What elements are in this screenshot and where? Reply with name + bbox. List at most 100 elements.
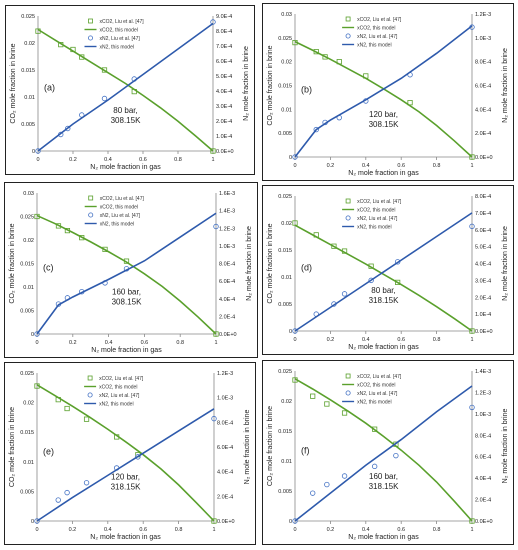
data-point-circle [34,518,40,524]
right-tick-label: 1.0E-4 [216,134,232,140]
legend-label: xN2, this model [357,400,391,406]
legend-marker-square [345,373,351,379]
right-axis-title: N₂ mole fraction in brine [243,46,250,121]
x-tick-label: 1 [212,527,215,533]
condition-annotation: 308.15K [369,120,399,129]
chart-svg-b: 0 0.2 0.4 0.6 0.8 1 0 0.005 0.01 0.015 0.02 0.025 0.… [267,12,509,177]
x-tick-label: 0.6 [141,340,149,346]
panel-label: (b) [301,85,312,95]
right-tick-label: 0.0E+0 [219,332,237,338]
legend-label: xCO2, this model [100,205,138,211]
left-tick-label: 0.025 [278,194,292,200]
condition-annotation: 120 bar, [111,473,140,482]
right-tick-label: 4.0E-4 [475,262,491,268]
right-tick-label: 0.0E+0 [216,149,234,155]
left-tick-label: 0.02 [281,399,292,405]
right-axis-title: N₂ mole fraction in brine [246,226,253,301]
right-tick-label: 1.0E-3 [475,412,491,418]
right-tick-label: 4.0E-4 [475,476,491,482]
legend-label: xN2, this model [99,402,133,408]
legend-label: xCO2, this model [99,385,137,391]
right-tick-label: 1.2E-3 [475,12,491,18]
data-point-square [469,518,475,524]
legend-label: xCO2, Liu et al. [47] [357,199,402,205]
x-tick-label: 0.2 [69,527,77,533]
right-tick-label: 7.0E-4 [475,211,491,217]
right-axis-title: N₂ mole fraction in brine [244,410,251,485]
right-tick-label: 8.0E-4 [216,29,232,35]
x-tick-label: 0 [35,527,38,533]
legend-label: xCO2, this model [357,26,395,32]
x-tick-label: 0 [293,527,296,533]
left-tick-label: 0.02 [281,60,292,66]
right-tick-label: 6.0E-4 [219,279,235,285]
right-tick-label: 0.0E+0 [475,329,493,335]
left-tick-label: 0.01 [281,275,292,281]
data-point-square [372,426,378,432]
right-tick-label: 4.0E-4 [216,89,232,95]
left-tick-label: 0.005 [20,309,34,315]
x-tick-label: 0.4 [362,527,370,533]
legend-label: xN2, this model [100,222,134,228]
series-line [36,384,215,522]
x-axis-title: N₂ mole fraction in gas [348,534,419,541]
right-tick-label: 4.0E-4 [217,470,233,476]
legend-marker-square [88,18,93,24]
right-tick-label: 1.4E-3 [475,369,491,375]
condition-annotation: 160 bar, [369,472,398,481]
data-point-circle [292,328,298,334]
right-tick-label: 4.0E-4 [219,297,235,303]
data-point-circle [35,148,41,154]
legend-marker-circle [88,212,94,218]
data-point-square [395,279,401,285]
panel-label: (a) [44,82,55,92]
x-tick-label: 0.6 [397,337,405,343]
x-tick-label: 0.2 [327,337,335,343]
x-tick-label: 1 [470,163,473,169]
data-point-circle [64,489,70,496]
right-tick-label: 1.6E-3 [219,191,235,197]
right-tick-label: 1.2E-3 [219,226,235,232]
x-tick-label: 0.6 [397,527,405,533]
x-tick-label: 0.2 [327,163,335,169]
legend-label: xCO2, Liu et al. [47] [100,196,145,202]
left-axis-title: CO₂ mole fraction in brine [9,223,16,303]
data-point-circle [368,277,374,284]
x-tick-label: 1 [214,340,217,346]
panel-label: (d) [301,262,312,272]
x-axis-title: N₂ mole fraction in gas [90,534,161,541]
right-tick-label: 9.0E-4 [216,14,232,20]
right-tick-label: 8.0E-4 [475,433,491,439]
left-tick-label: 0 [31,519,34,525]
x-tick-label: 0.4 [362,163,370,169]
left-tick-label: 0.02 [24,41,35,47]
left-tick-label: 0.025 [21,14,35,20]
left-tick-label: 0 [32,149,35,155]
chart-panel-b: 0 0.2 0.4 0.6 0.8 1 0 0.005 0.01 0.015 0.02 0.025 0.… [262,3,514,181]
x-tick-label: 0.4 [105,340,113,346]
legend-marker-square [345,198,351,204]
right-tick-label: 2.0E-4 [219,314,235,320]
right-tick-label: 1.0E-4 [475,312,491,318]
right-tick-label: 5.0E-4 [216,74,232,80]
data-point-square [83,416,90,422]
x-tick-label: 0 [293,163,296,169]
x-tick-label: 1 [211,157,214,163]
legend-marker-circle [345,33,351,39]
panel-label: (e) [43,446,54,456]
right-tick-label: 1.4E-3 [219,209,235,215]
legend-label: xCO2, this model [357,383,395,389]
x-axis-title: N₂ mole fraction in gas [348,170,419,177]
data-point-circle [310,490,316,496]
series-line [294,385,473,522]
right-tick-label: 0.0E+0 [475,155,493,161]
legend-label: xN2, Liu et al. [47] [99,393,140,399]
condition-annotation: 80 bar, [371,286,395,295]
left-tick-label: 0.01 [23,285,34,291]
chart-panel-c: 0 0.2 0.4 0.6 0.8 1 0 0.005 0.01 0.015 0.02 0.025 0.… [4,182,258,358]
x-tick-label: 0 [293,337,296,343]
data-point-circle [324,481,330,488]
panel-label: (f) [301,446,310,456]
legend-label: xCO2, Liu et al. [47] [357,17,402,23]
chart-svg-e: 0 0.2 0.4 0.6 0.8 1 0 0.005 0.01 0.015 0.02 0.025 0.… [9,371,251,541]
